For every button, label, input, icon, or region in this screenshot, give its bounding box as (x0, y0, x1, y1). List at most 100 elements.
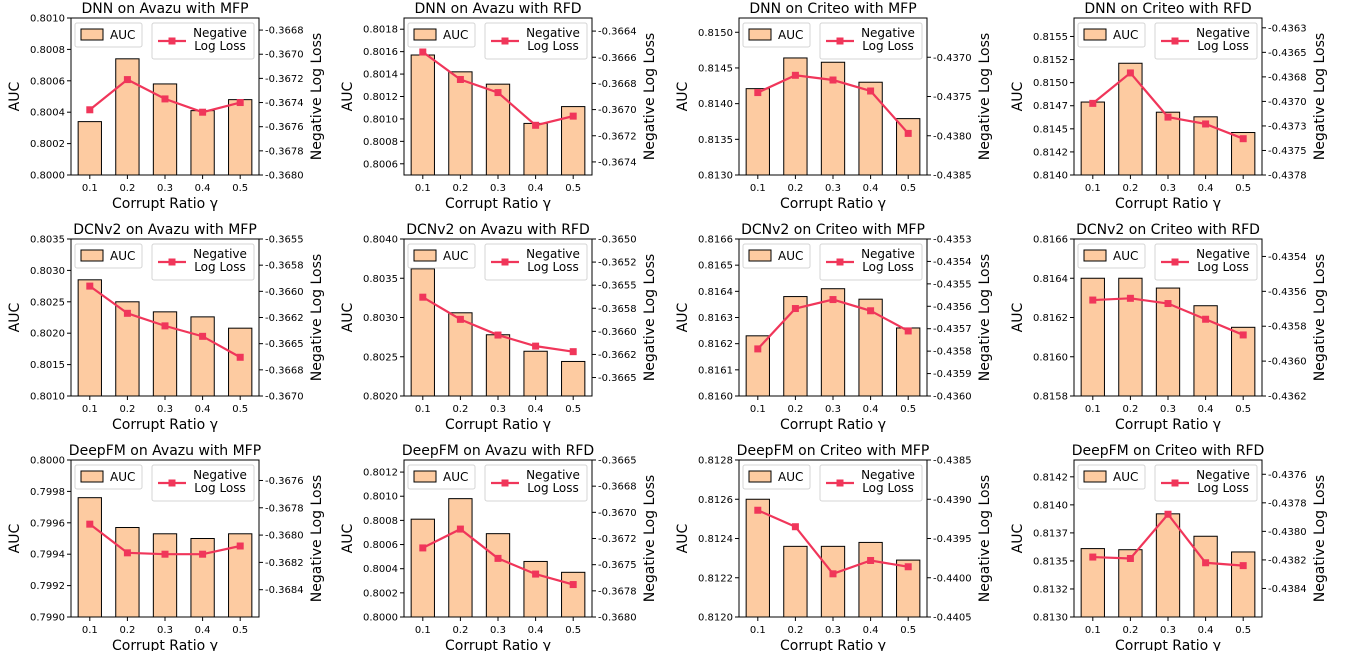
bar (485, 533, 511, 618)
y2-tick-label: -0.4356 (1268, 287, 1307, 298)
loss-point (867, 556, 875, 564)
y2-tick-label: -0.4375 (1268, 146, 1307, 157)
y2-axis-label: Negative Log Loss (642, 254, 658, 381)
x-axis-label: Corrupt Ratio γ (445, 417, 551, 433)
legend-marker (168, 37, 176, 45)
legend-label: Log Loss (527, 39, 579, 53)
y2-tick-label: -0.3655 (598, 281, 637, 292)
loss-point (791, 71, 799, 79)
legend-label: AUC (1113, 249, 1138, 263)
legend-label: Log Loss (194, 39, 246, 53)
legend-label: Negative (526, 468, 580, 482)
y-tick-label: 0.8142 (1033, 147, 1068, 158)
loss-point (791, 305, 799, 313)
x-tick-label: 0.4 (528, 183, 544, 194)
y-tick-label: 0.7998 (30, 487, 65, 498)
bar (190, 538, 215, 618)
y-tick-label: 0.8010 (30, 392, 65, 403)
x-axis-label: Corrupt Ratio γ (445, 196, 551, 212)
legend-label: Negative (1196, 468, 1250, 482)
y2-tick-label: -0.4356 (933, 302, 972, 313)
loss-point (754, 89, 762, 97)
x-tick-label: 0.3 (1160, 404, 1176, 415)
y-tick-label: 0.8126 (698, 495, 733, 506)
y-tick-label: 0.8164 (698, 287, 733, 298)
x-tick-label: 0.5 (1235, 625, 1251, 636)
x-tick-label: 0.4 (1198, 183, 1214, 194)
y2-tick-label: -0.4354 (933, 257, 972, 268)
y-axis-label: AUC (7, 523, 23, 553)
loss-point (1126, 554, 1134, 562)
subplot-11: DeepFM on Criteo with MFP 0.8120 0.8122 0.8… (675, 443, 993, 651)
y-axis-label: AUC (340, 523, 356, 553)
loss-point (532, 342, 540, 350)
x-tick-label: 0.2 (787, 183, 803, 194)
y2-tick-label: -0.3668 (598, 482, 637, 493)
legend-marker (501, 479, 509, 487)
bar (1080, 101, 1105, 176)
y-tick-label: 0.8142 (1033, 472, 1068, 483)
subplot-title: DeepFM on Criteo with MFP (737, 443, 930, 459)
bar (77, 279, 102, 397)
y2-tick-label: -0.3668 (598, 79, 637, 90)
y2-tick-label: -0.3672 (598, 131, 637, 142)
x-axis-label: Corrupt Ratio γ (112, 196, 218, 212)
bar (561, 360, 586, 397)
legend-label: Negative (861, 468, 915, 482)
y2-tick-label: -0.3660 (265, 287, 304, 298)
loss-point (419, 293, 427, 301)
legend-label: Negative (193, 247, 247, 261)
y-tick-label: 0.8000 (363, 613, 398, 624)
legend-marker (836, 479, 844, 487)
bar (523, 350, 548, 397)
y2-tick-label: -0.4375 (933, 92, 972, 103)
x-tick-label: 0.5 (1235, 404, 1251, 415)
loss-point (1089, 553, 1097, 561)
legend-label: Negative (861, 26, 915, 40)
loss-point (236, 353, 244, 361)
loss-point (1164, 113, 1172, 121)
x-tick-label: 0.2 (119, 183, 135, 194)
legend-box (151, 464, 255, 502)
y-tick-label: 0.8150 (698, 28, 733, 39)
loss-point (867, 307, 875, 315)
y2-tick-label: -0.3684 (265, 585, 304, 596)
x-axis-label: Corrupt Ratio γ (780, 196, 886, 212)
bar (783, 545, 808, 618)
legend-box (484, 464, 588, 502)
x-tick-label: 0.2 (452, 183, 468, 194)
y2-tick-label: -0.3670 (598, 105, 637, 116)
x-tick-label: 0.4 (528, 404, 544, 415)
y2-tick-label: -0.3666 (598, 53, 637, 64)
y2-tick-label: -0.4373 (1268, 121, 1307, 132)
legend-label: Negative (526, 247, 580, 261)
x-tick-label: 0.2 (119, 404, 135, 415)
legend-marker (501, 37, 509, 45)
loss-point (1164, 510, 1172, 518)
legend-swatch (413, 28, 437, 41)
y2-tick-label: -0.3668 (265, 26, 304, 37)
y2-tick-label: -0.3655 (265, 235, 304, 246)
x-tick-label: 0.4 (528, 625, 544, 636)
y-tick-label: 0.8004 (363, 564, 398, 575)
loss-point (904, 129, 912, 137)
y2-tick-label: -0.4384 (1268, 584, 1307, 595)
y-tick-label: 0.8166 (698, 235, 733, 246)
y-tick-label: 0.8164 (1033, 274, 1068, 285)
legend-auc: AUC (1077, 22, 1146, 48)
x-tick-label: 0.4 (195, 404, 211, 415)
y2-tick-label: -0.4370 (1268, 97, 1307, 108)
loss-point (1089, 99, 1097, 107)
y-tick-label: 0.7996 (30, 518, 65, 529)
x-tick-label: 0.2 (452, 625, 468, 636)
loss-point (236, 99, 244, 107)
y2-axis-label: Negative Log Loss (309, 254, 325, 381)
legend-box (819, 464, 923, 502)
legend-label: Log Loss (1197, 481, 1249, 495)
bar (820, 545, 846, 618)
bar (448, 498, 473, 618)
y-tick-label: 0.7990 (30, 613, 65, 624)
loss-point (1239, 331, 1247, 339)
